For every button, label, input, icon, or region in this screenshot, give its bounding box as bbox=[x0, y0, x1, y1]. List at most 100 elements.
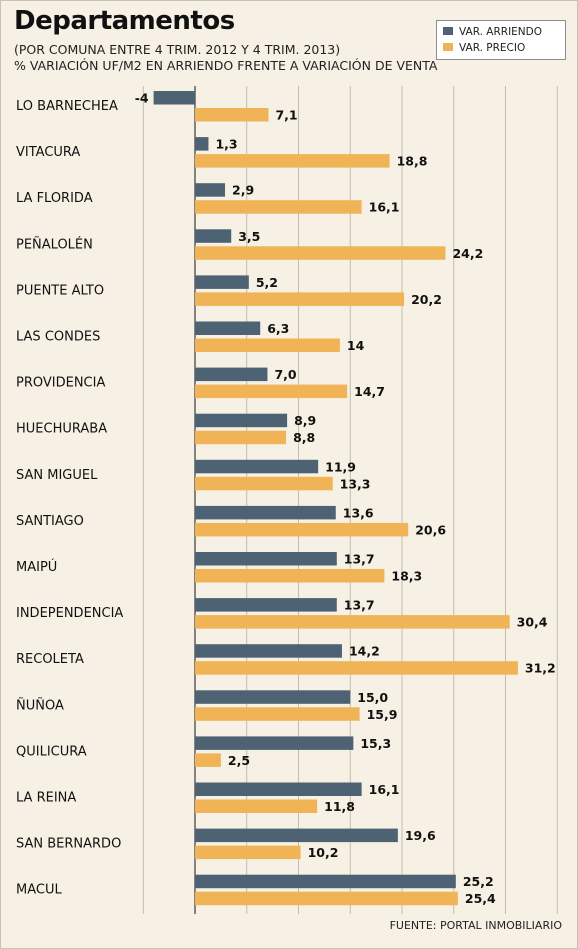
value-label-precio: 20,6 bbox=[415, 522, 446, 537]
value-label-precio: 25,4 bbox=[465, 891, 496, 906]
category-label: PUENTE ALTO bbox=[16, 283, 104, 298]
bar-arriendo bbox=[195, 736, 354, 750]
value-label-arriendo: 16,1 bbox=[369, 782, 400, 797]
bar-arriendo bbox=[195, 229, 232, 243]
value-label-arriendo: 1,3 bbox=[215, 137, 237, 152]
value-label-arriendo: -4 bbox=[135, 91, 149, 106]
legend-item-precio: VAR. PRECIO bbox=[443, 42, 525, 54]
value-label-arriendo: 13,6 bbox=[343, 505, 374, 520]
bar-precio bbox=[195, 569, 385, 583]
bar-arriendo bbox=[195, 367, 268, 382]
bar-precio bbox=[195, 707, 360, 721]
value-label-precio: 31,2 bbox=[525, 661, 556, 676]
value-label-arriendo: 11,9 bbox=[325, 459, 356, 474]
chart-subtitle-1: (POR COMUNA ENTRE 4 TRIM. 2012 Y 4 TRIM.… bbox=[14, 42, 341, 57]
category-label: LA REINA bbox=[16, 791, 76, 806]
bar-arriendo bbox=[195, 459, 319, 474]
bar-arriendo bbox=[153, 91, 195, 105]
category-label: LO BARNECHEA bbox=[16, 99, 118, 114]
value-label-arriendo: 15,0 bbox=[357, 690, 388, 705]
legend-label-arriendo: VAR. ARRIENDO bbox=[459, 26, 543, 38]
value-label-precio: 14 bbox=[347, 338, 365, 353]
value-label-arriendo: 2,9 bbox=[232, 183, 254, 198]
value-label-precio: 20,2 bbox=[411, 292, 442, 307]
category-label: RECOLETA bbox=[16, 652, 84, 667]
category-label: SANTIAGO bbox=[16, 514, 84, 529]
bar-precio bbox=[195, 384, 348, 399]
bar-precio bbox=[195, 338, 340, 352]
category-label: MACUL bbox=[16, 883, 62, 898]
bar-precio bbox=[195, 200, 362, 214]
bar-precio bbox=[195, 430, 287, 445]
value-label-precio: 7,1 bbox=[275, 108, 297, 123]
category-label: ÑUÑOA bbox=[16, 697, 64, 713]
category-label: LA FLORIDA bbox=[16, 191, 93, 206]
legend-item-arriendo: VAR. ARRIENDO bbox=[443, 26, 542, 38]
bar-precio bbox=[195, 154, 390, 168]
bar-precio bbox=[195, 891, 458, 906]
value-label-arriendo: 25,2 bbox=[463, 874, 494, 889]
bar-precio bbox=[195, 292, 405, 306]
value-label-precio: 16,1 bbox=[369, 200, 400, 215]
bar-precio bbox=[195, 661, 518, 675]
value-label-precio: 15,9 bbox=[367, 707, 398, 722]
source-note: FUENTE: PORTAL INMOBILIARIO bbox=[389, 919, 562, 932]
bar-precio bbox=[195, 522, 409, 537]
bar-precio bbox=[195, 799, 318, 813]
value-label-arriendo: 13,7 bbox=[344, 552, 375, 567]
category-label: INDEPENDENCIA bbox=[16, 606, 123, 621]
category-label: SAN BERNARDO bbox=[16, 837, 121, 852]
bar-arriendo bbox=[195, 874, 456, 889]
value-label-arriendo: 19,6 bbox=[405, 828, 436, 843]
bar-precio bbox=[195, 615, 510, 629]
value-label-arriendo: 3,5 bbox=[238, 229, 260, 244]
value-label-precio: 11,8 bbox=[324, 799, 355, 814]
category-label: MAIPÚ bbox=[16, 559, 57, 575]
bar-arriendo bbox=[195, 321, 261, 335]
value-label-precio: 2,5 bbox=[228, 753, 250, 768]
value-label-precio: 24,2 bbox=[452, 246, 483, 261]
value-label-precio: 10,2 bbox=[308, 845, 339, 860]
value-label-arriendo: 15,3 bbox=[360, 736, 391, 751]
bar-arriendo bbox=[195, 413, 288, 428]
category-label: SAN MIGUEL bbox=[16, 468, 98, 483]
bar-arriendo bbox=[195, 828, 398, 843]
value-label-arriendo: 14,2 bbox=[349, 644, 380, 659]
value-label-precio: 14,7 bbox=[354, 384, 385, 399]
bar-arriendo bbox=[195, 505, 336, 520]
chart-title: Departamentos bbox=[14, 6, 235, 36]
value-label-arriendo: 5,2 bbox=[256, 275, 278, 290]
bar-arriendo bbox=[195, 598, 337, 612]
value-label-precio: 8,8 bbox=[293, 430, 315, 445]
bar-arriendo bbox=[195, 782, 362, 796]
value-label-arriendo: 6,3 bbox=[267, 321, 289, 336]
category-label: VITACURA bbox=[16, 145, 80, 160]
category-label: PEÑALOLÉN bbox=[16, 236, 93, 252]
bar-arriendo bbox=[195, 275, 249, 289]
bar-arriendo bbox=[195, 552, 337, 566]
value-label-arriendo: 13,7 bbox=[344, 598, 375, 613]
value-label-arriendo: 8,9 bbox=[294, 413, 316, 428]
bar-precio bbox=[195, 246, 446, 260]
value-label-arriendo: 7,0 bbox=[274, 367, 296, 382]
value-label-precio: 30,4 bbox=[517, 615, 548, 630]
category-label: HUECHURABA bbox=[16, 422, 107, 437]
legend-swatch-arriendo bbox=[443, 27, 453, 35]
category-label: LAS CONDES bbox=[16, 330, 100, 345]
legend: VAR. ARRIENDO VAR. PRECIO bbox=[436, 20, 566, 60]
bar-precio bbox=[195, 108, 269, 122]
value-label-precio: 13,3 bbox=[340, 476, 371, 491]
value-label-precio: 18,3 bbox=[391, 569, 422, 584]
category-label: QUILICURA bbox=[16, 744, 87, 759]
category-label: PROVIDENCIA bbox=[16, 376, 105, 391]
bar-arriendo bbox=[195, 183, 226, 197]
value-label-precio: 18,8 bbox=[397, 154, 428, 169]
bar-precio bbox=[195, 753, 221, 767]
bar-precio bbox=[195, 845, 301, 860]
legend-swatch-precio bbox=[443, 43, 453, 51]
bar-arriendo bbox=[195, 644, 342, 658]
bar-arriendo bbox=[195, 690, 351, 704]
chart-subtitle-2: % VARIACIÓN UF/M2 EN ARRIENDO FRENTE A V… bbox=[14, 58, 438, 73]
legend-label-precio: VAR. PRECIO bbox=[459, 42, 526, 54]
